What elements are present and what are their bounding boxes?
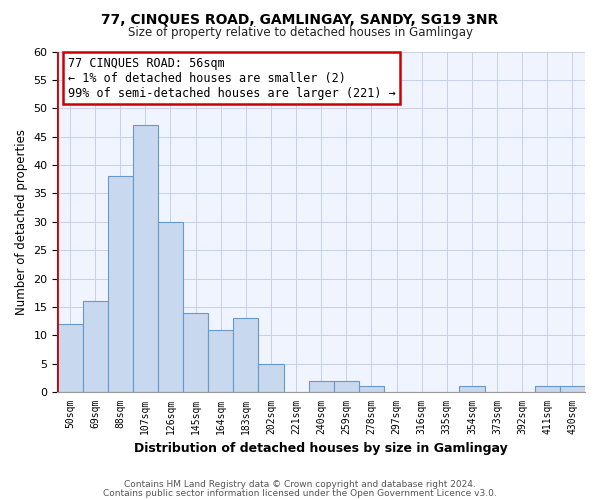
Bar [133,126,158,392]
Text: 77 CINQUES ROAD: 56sqm
← 1% of detached houses are smaller (2)
99% of semi-detac: 77 CINQUES ROAD: 56sqm ← 1% of detached … [68,56,396,100]
Bar [560,386,585,392]
X-axis label: Distribution of detached houses by size in Gamlingay: Distribution of detached houses by size … [134,442,508,455]
Bar [107,176,133,392]
Bar [233,318,259,392]
Text: Contains HM Land Registry data © Crown copyright and database right 2024.: Contains HM Land Registry data © Crown c… [124,480,476,489]
Bar [334,381,359,392]
Y-axis label: Number of detached properties: Number of detached properties [15,129,28,315]
Bar [83,302,107,392]
Bar [359,386,384,392]
Bar [259,364,284,392]
Bar [460,386,485,392]
Text: 77, CINQUES ROAD, GAMLINGAY, SANDY, SG19 3NR: 77, CINQUES ROAD, GAMLINGAY, SANDY, SG19… [101,12,499,26]
Bar [58,324,83,392]
Bar [183,312,208,392]
Bar [535,386,560,392]
Text: Contains public sector information licensed under the Open Government Licence v3: Contains public sector information licen… [103,488,497,498]
Bar [158,222,183,392]
Text: Size of property relative to detached houses in Gamlingay: Size of property relative to detached ho… [128,26,473,39]
Bar [208,330,233,392]
Bar [308,381,334,392]
